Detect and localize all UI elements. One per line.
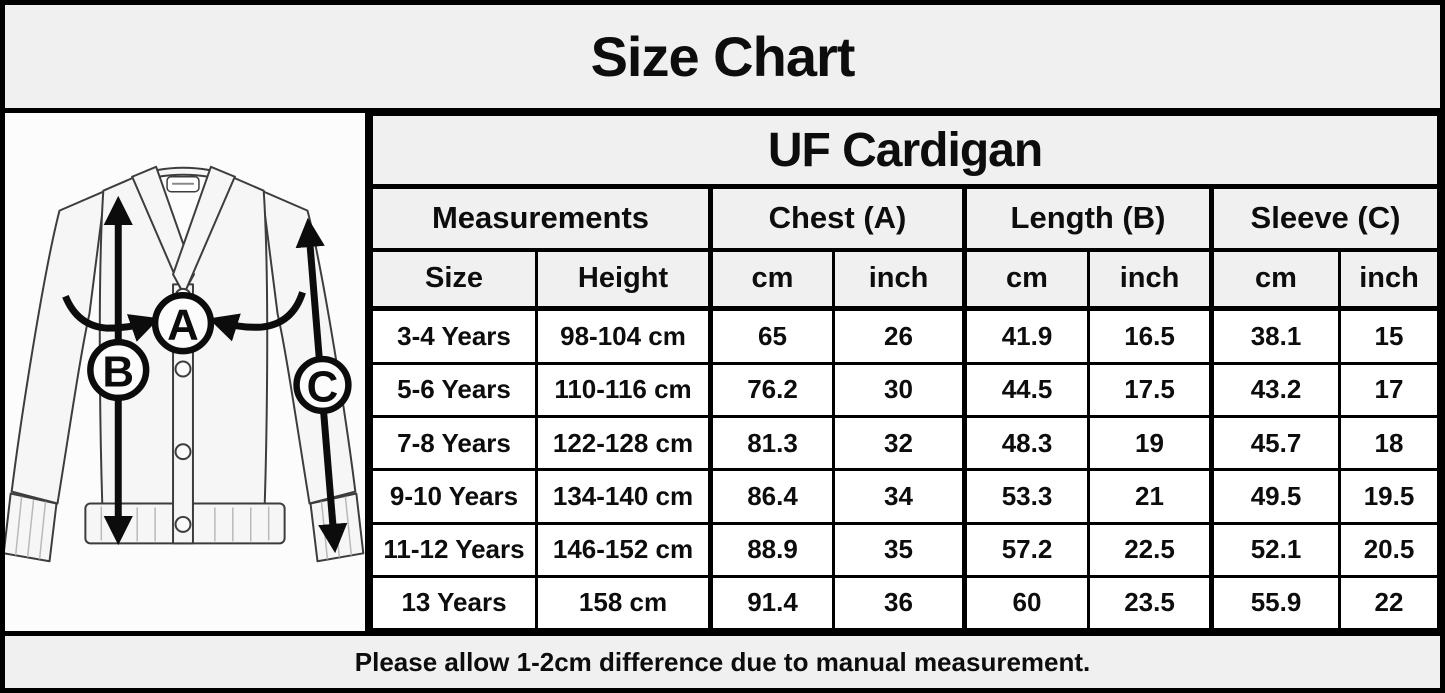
cell-height: 134-140 cm <box>535 468 712 525</box>
cardigan-diagram-panel: A B C <box>5 113 365 631</box>
col-header-chest-cm: cm <box>708 248 835 312</box>
cell-chest-cm: 76.2 <box>708 361 835 419</box>
col-header-sleeve-inch: inch <box>1338 248 1440 312</box>
cell-size: 13 Years <box>370 574 538 632</box>
length-label-badge: B <box>87 338 150 402</box>
product-title: UF Cardigan <box>370 113 1440 189</box>
cell-size: 5-6 Years <box>370 361 538 419</box>
sleeve-label: C <box>307 362 339 411</box>
cell-sleeve-cm: 52.1 <box>1209 521 1341 578</box>
size-row: 3-4 Years 98-104 cm 65 26 41.9 16.5 38.1… <box>370 307 1440 365</box>
col-header-length-cm: cm <box>962 248 1090 312</box>
cell-length-inch: 16.5 <box>1087 307 1213 365</box>
chest-measure-arrow-left <box>62 294 160 342</box>
cell-chest-cm: 81.3 <box>708 415 835 472</box>
col-header-size: Size <box>370 248 538 312</box>
cell-size: 7-8 Years <box>370 415 538 472</box>
footnote-bar: Please allow 1-2cm difference due to man… <box>5 636 1440 688</box>
col-header-length-inch: inch <box>1087 248 1213 312</box>
cardigan-illustration: A B C <box>5 165 365 563</box>
group-header-length: Length (B) <box>962 184 1213 252</box>
cell-height: 98-104 cm <box>535 307 712 365</box>
chest-measure-arrow-right <box>208 291 306 342</box>
cell-length-inch: 21 <box>1087 468 1213 525</box>
cell-height: 122-128 cm <box>535 415 712 472</box>
cell-sleeve-inch: 15 <box>1338 307 1440 365</box>
cell-chest-cm: 91.4 <box>708 574 835 632</box>
cell-length-cm: 48.3 <box>962 415 1090 472</box>
cell-length-inch: 23.5 <box>1087 574 1213 632</box>
cell-chest-inch: 26 <box>832 307 966 365</box>
cell-sleeve-inch: 18 <box>1338 415 1440 472</box>
cell-chest-cm: 88.9 <box>708 521 835 578</box>
content-area: A B C <box>5 113 1440 632</box>
col-header-height: Height <box>535 248 712 312</box>
cell-sleeve-inch: 20.5 <box>1338 521 1440 578</box>
cell-size: 11-12 Years <box>370 521 538 578</box>
sleeve-label-badge: C <box>293 355 352 415</box>
size-row: 11-12 Years 146-152 cm 88.9 35 57.2 22.5… <box>370 521 1440 578</box>
title-bar: Size Chart <box>5 5 1440 108</box>
cardigan-left-sleeve <box>10 177 135 505</box>
cell-sleeve-inch: 19.5 <box>1338 468 1440 525</box>
group-header-sleeve: Sleeve (C) <box>1209 184 1440 252</box>
size-row: 13 Years 158 cm 91.4 36 60 23.5 55.9 22 <box>370 574 1440 632</box>
chest-label: A <box>167 301 199 350</box>
cell-length-inch: 19 <box>1087 415 1213 472</box>
cell-sleeve-cm: 49.5 <box>1209 468 1341 525</box>
cell-sleeve-cm: 45.7 <box>1209 415 1341 472</box>
column-header-row: Size Height cm inch cm inch cm inch <box>370 248 1440 312</box>
cell-chest-cm: 86.4 <box>708 468 835 525</box>
cell-sleeve-cm: 38.1 <box>1209 307 1341 365</box>
size-table-container: UF Cardigan Measurements Chest (A) Lengt… <box>370 113 1440 632</box>
cell-size: 9-10 Years <box>370 468 538 525</box>
cell-chest-inch: 35 <box>832 521 966 578</box>
cell-sleeve-cm: 43.2 <box>1209 361 1341 419</box>
group-header-measurements: Measurements <box>370 184 712 252</box>
group-header-row: Measurements Chest (A) Length (B) Sleeve… <box>370 184 1440 252</box>
cell-chest-inch: 32 <box>832 415 966 472</box>
chest-label-badge: A <box>151 292 215 355</box>
cell-height: 158 cm <box>535 574 712 632</box>
footnote-text: Please allow 1-2cm difference due to man… <box>354 646 1091 677</box>
cell-chest-inch: 36 <box>832 574 966 632</box>
cell-chest-cm: 65 <box>708 307 835 365</box>
cell-length-cm: 53.3 <box>962 468 1090 525</box>
cell-length-cm: 57.2 <box>962 521 1090 578</box>
size-row: 9-10 Years 134-140 cm 86.4 34 53.3 21 49… <box>370 468 1440 525</box>
cell-length-cm: 44.5 <box>962 361 1090 419</box>
cell-length-cm: 60 <box>962 574 1090 632</box>
cell-length-inch: 17.5 <box>1087 361 1213 419</box>
cell-sleeve-inch: 22 <box>1338 574 1440 632</box>
cardigan-right-collar-band <box>172 165 236 296</box>
cell-length-cm: 41.9 <box>962 307 1090 365</box>
col-header-sleeve-cm: cm <box>1209 248 1341 312</box>
cell-chest-inch: 34 <box>832 468 966 525</box>
group-header-chest: Chest (A) <box>708 184 966 252</box>
cell-sleeve-inch: 17 <box>1338 361 1440 419</box>
cell-height: 110-116 cm <box>535 361 712 419</box>
cell-sleeve-cm: 55.9 <box>1209 574 1341 632</box>
cell-size: 3-4 Years <box>370 307 538 365</box>
cell-length-inch: 22.5 <box>1087 521 1213 578</box>
length-label: B <box>102 348 134 397</box>
cell-height: 146-152 cm <box>535 521 712 578</box>
col-header-chest-inch: inch <box>832 248 966 312</box>
size-row: 5-6 Years 110-116 cm 76.2 30 44.5 17.5 4… <box>370 361 1440 419</box>
cell-chest-inch: 30 <box>832 361 966 419</box>
size-row: 7-8 Years 122-128 cm 81.3 32 48.3 19 45.… <box>370 415 1440 472</box>
product-title-row: UF Cardigan <box>370 113 1440 189</box>
size-table: UF Cardigan Measurements Chest (A) Lengt… <box>370 113 1440 632</box>
page-title: Size Chart <box>590 25 856 88</box>
